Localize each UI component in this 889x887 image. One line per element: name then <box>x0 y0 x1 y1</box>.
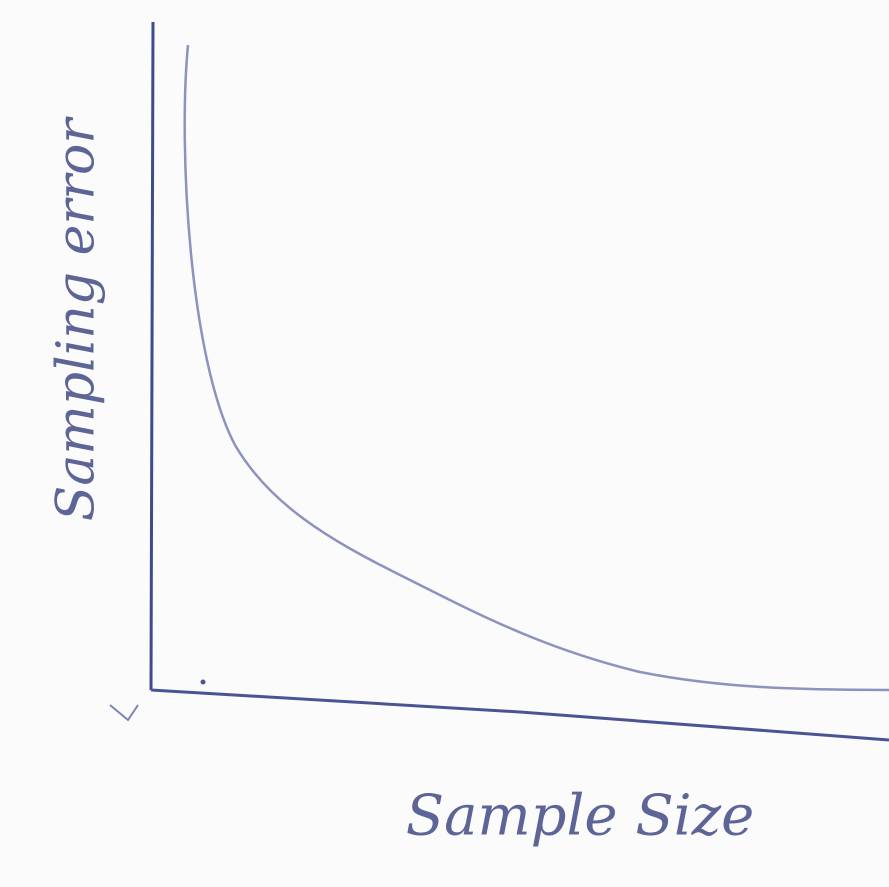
paper <box>0 0 889 887</box>
diagram: Sampling error Sample Size <box>0 0 889 887</box>
x-axis-label: Sample Size <box>406 784 754 849</box>
y-axis-label: Sampling error <box>47 116 107 522</box>
y-axis <box>151 22 153 690</box>
dot <box>201 680 206 685</box>
page: Sampling error Sample Size (() => { cons… <box>0 0 889 887</box>
